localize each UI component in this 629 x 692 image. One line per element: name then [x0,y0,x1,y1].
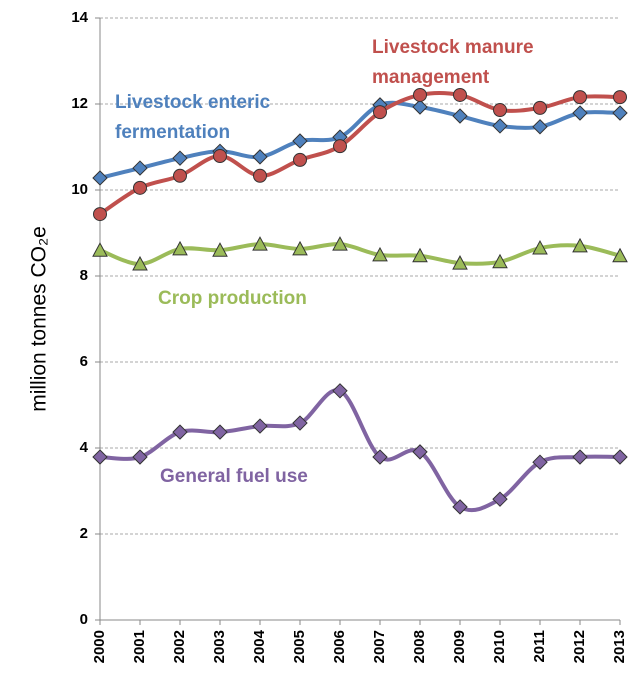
marker [292,240,308,256]
x-tick-label: 2002 [171,630,188,663]
marker [172,424,188,440]
marker [452,499,468,515]
y-tick-label: 2 [80,525,88,542]
marker [333,139,347,154]
x-tick-label: 2010 [491,630,508,663]
y-tick-label: 12 [71,95,88,112]
marker [332,236,348,251]
marker [172,240,188,256]
marker [372,246,388,262]
marker [212,242,228,257]
x-tick-label: 2001 [131,630,148,663]
y-tick-label: 8 [80,267,88,284]
y-tick-label: 4 [80,439,89,456]
marker [132,449,148,465]
x-tick-label: 2005 [291,630,308,663]
marker [573,90,587,105]
marker [332,383,348,399]
y-tick-label: 6 [80,353,88,370]
marker [413,87,427,102]
x-tick-label: 2006 [331,630,348,663]
series-label: Livestock manure management [372,37,534,88]
y-axis-label: million tonnes CO₂e [28,226,51,412]
marker [212,424,228,440]
marker [372,449,388,465]
marker [532,454,548,470]
marker [92,170,108,186]
marker [252,236,268,251]
x-tick-label: 2013 [611,630,628,663]
marker [172,150,188,166]
marker [132,160,148,176]
marker [292,415,308,431]
marker [373,105,387,120]
x-tick-label: 2003 [211,630,228,663]
series-label: Crop production [158,288,307,309]
marker [492,118,508,134]
series-label: Livestock enteric fermentation [115,92,271,143]
marker [572,237,588,253]
marker [452,255,468,270]
marker [532,239,548,255]
marker [132,255,148,271]
marker [253,168,267,183]
y-tick-label: 14 [71,9,88,26]
marker [292,133,308,149]
marker [493,103,507,118]
y-tick-label: 0 [80,611,88,628]
marker [613,90,627,105]
series-line [99,388,621,513]
x-tick-label: 2007 [371,630,388,663]
marker [612,247,628,263]
marker [93,207,107,222]
marker [293,152,307,167]
marker [412,444,428,460]
marker [133,180,147,195]
marker [92,242,108,257]
marker [492,491,508,507]
marker [532,119,548,135]
marker [252,149,268,165]
marker [412,99,428,115]
x-tick-label: 2008 [411,630,428,663]
marker [173,168,187,183]
marker [92,449,108,465]
marker [412,247,428,263]
x-tick-label: 2009 [451,630,468,663]
marker [612,105,628,121]
marker [452,108,468,124]
series-label: General fuel use [160,466,308,487]
x-tick-label: 2000 [91,630,108,663]
y-tick-label: 10 [71,181,88,198]
marker [252,418,268,434]
marker [572,105,588,121]
marker [213,149,227,164]
x-tick-label: 2011 [531,630,548,663]
marker [492,253,508,269]
x-tick-label: 2004 [251,629,268,663]
marker [572,449,588,465]
marker [533,100,547,115]
marker [453,87,467,102]
marker [612,449,628,465]
x-tick-label: 2012 [571,630,588,663]
